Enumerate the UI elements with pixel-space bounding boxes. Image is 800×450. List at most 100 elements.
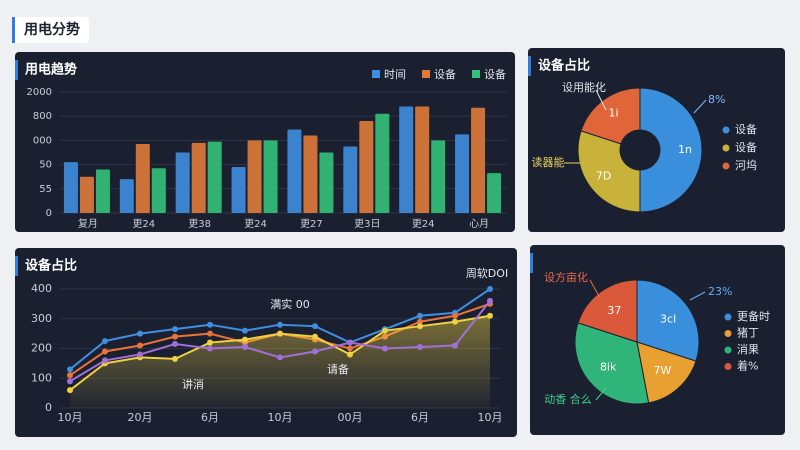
point [487,312,493,319]
point [137,330,143,337]
bar [191,142,206,213]
legend-label: 设备 [735,122,757,136]
slice-label: 37 [607,304,621,317]
legend-swatch [422,70,430,78]
header-title: 用电分势 [24,21,80,38]
x-tick-label: 更38 [188,218,211,230]
bar [431,140,446,213]
x-tick-label: 6月 [201,411,219,424]
x-tick-label: 更24 [412,218,435,230]
legend-swatch [472,70,480,78]
bar [471,107,486,213]
callout-label: 动香 合么 [544,392,592,406]
bar [95,169,110,213]
point [417,323,423,330]
area [70,315,490,408]
legend-swatch [724,363,732,370]
slice-label: 8ik [600,360,617,373]
y-tick-label: 400 [31,282,52,295]
header-box [12,17,89,43]
y-tick-label: 50 [39,160,52,171]
bar [303,135,318,213]
legend-label: 时间 [384,68,406,81]
bar [263,140,278,213]
legend-label: 设备 [484,67,506,81]
legend-swatch [722,126,730,134]
point [207,339,213,346]
point [277,330,283,337]
point [172,333,178,340]
legend-swatch [724,346,732,354]
bar [151,168,166,213]
y-tick-label: 100 [31,371,52,384]
bar [375,113,390,213]
panel-accent [15,60,18,80]
callout-line [595,387,607,401]
point [67,378,73,385]
point [417,344,423,351]
point [242,336,248,343]
slice-label: 1n [678,143,692,156]
point [452,342,458,349]
x-tick-label: 更24 [244,218,267,230]
slice [639,87,703,213]
y-tick-label: 0 [46,208,52,219]
slice-label: 7D [596,169,611,182]
x-tick-label: 更27 [300,218,323,230]
bar [487,173,502,213]
x-tick-label: 更24 [132,218,155,230]
point [67,372,73,379]
y-tick-label: 55 [39,184,52,195]
y-tick-label: 800 [33,111,52,122]
legend-swatch [722,144,730,152]
slice-label: 3cl [660,312,676,325]
point [102,338,108,345]
point [67,366,73,373]
point [382,327,388,334]
point [172,355,178,362]
x-tick-label: 20月 [128,411,153,424]
callout-line [693,99,707,114]
point [312,323,318,330]
bar [79,176,94,213]
slice-label: 1i [609,107,619,120]
legend-swatch [724,313,732,321]
annotation: 讲消 [182,377,204,391]
slice [577,130,641,213]
point [102,357,108,364]
point [207,330,213,337]
x-tick-label: 心月 [469,218,489,230]
legend-swatch [372,70,380,78]
y-tick-label: 000 [33,135,52,146]
x-tick-label: 复月 [78,217,98,230]
point [242,327,248,334]
bar [63,162,78,213]
point [417,318,423,325]
callout-label: 读器能 [532,155,565,169]
point [137,342,143,349]
x-tick-label: 10月 [268,411,293,424]
slice-label: 7W [653,364,671,377]
bar [455,134,470,213]
bar [207,141,222,213]
bar [175,152,190,213]
callout-label: 设方亩化 [544,270,588,284]
slice [574,322,650,405]
bar [415,106,430,213]
bar [287,129,302,213]
callout-line [689,291,706,301]
slice [636,341,697,404]
slice [577,279,638,343]
header-accent [12,17,15,43]
point [452,318,458,325]
callout-label: 8% [708,93,725,106]
legend-swatch [724,330,732,337]
point [277,354,283,361]
panel-title: 设备占比 [25,258,77,274]
callout-label: 设用能化 [562,80,606,94]
bar [359,121,374,213]
y-tick-label: 2000 [27,87,52,98]
point [347,351,353,358]
point [382,345,388,352]
